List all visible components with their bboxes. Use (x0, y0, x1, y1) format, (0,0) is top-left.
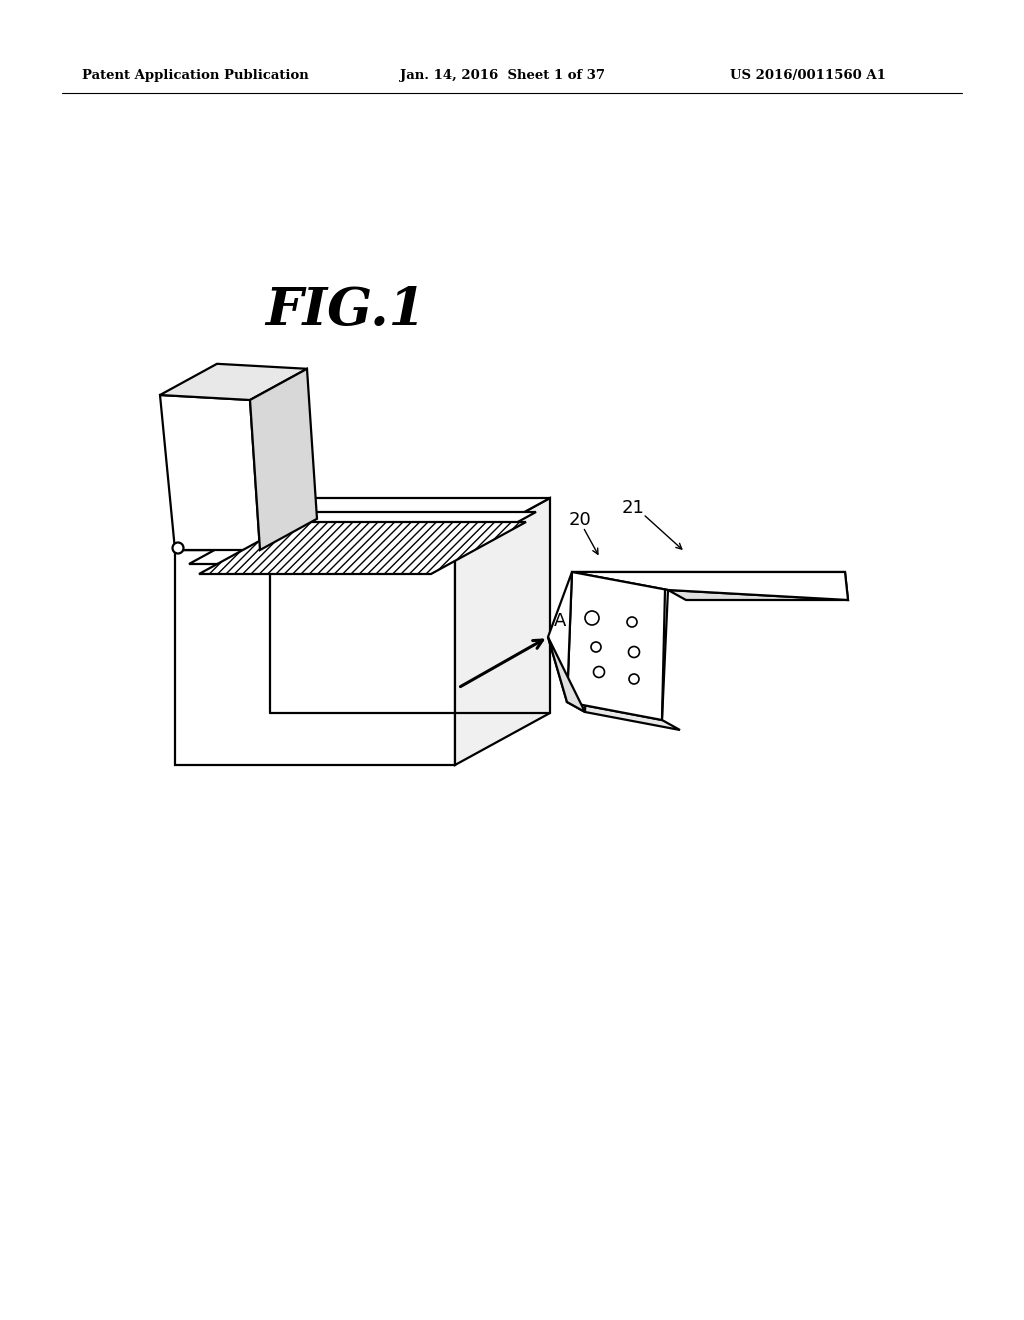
Polygon shape (567, 702, 680, 730)
Circle shape (591, 642, 601, 652)
Polygon shape (572, 572, 848, 601)
Text: Patent Application Publication: Patent Application Publication (82, 69, 309, 82)
Text: 10: 10 (193, 446, 216, 465)
Text: 20: 20 (568, 511, 592, 529)
Circle shape (629, 647, 640, 657)
Polygon shape (455, 498, 550, 766)
Polygon shape (175, 550, 455, 766)
Circle shape (585, 611, 599, 624)
Polygon shape (548, 572, 572, 702)
Circle shape (629, 675, 639, 684)
Text: Jan. 14, 2016  Sheet 1 of 37: Jan. 14, 2016 Sheet 1 of 37 (400, 69, 605, 82)
Circle shape (172, 543, 183, 553)
Polygon shape (250, 368, 317, 550)
Text: 21: 21 (622, 499, 644, 517)
Polygon shape (199, 521, 526, 574)
Circle shape (594, 667, 604, 677)
Polygon shape (175, 498, 550, 550)
Polygon shape (548, 638, 585, 711)
Polygon shape (668, 590, 848, 601)
Circle shape (627, 616, 637, 627)
Text: FIG.1: FIG.1 (265, 285, 425, 335)
Polygon shape (189, 512, 536, 564)
Polygon shape (567, 572, 668, 719)
Polygon shape (160, 364, 307, 400)
Text: US 2016/0011560 A1: US 2016/0011560 A1 (730, 69, 886, 82)
Polygon shape (160, 395, 260, 550)
Text: A: A (554, 612, 566, 630)
Polygon shape (572, 572, 848, 601)
